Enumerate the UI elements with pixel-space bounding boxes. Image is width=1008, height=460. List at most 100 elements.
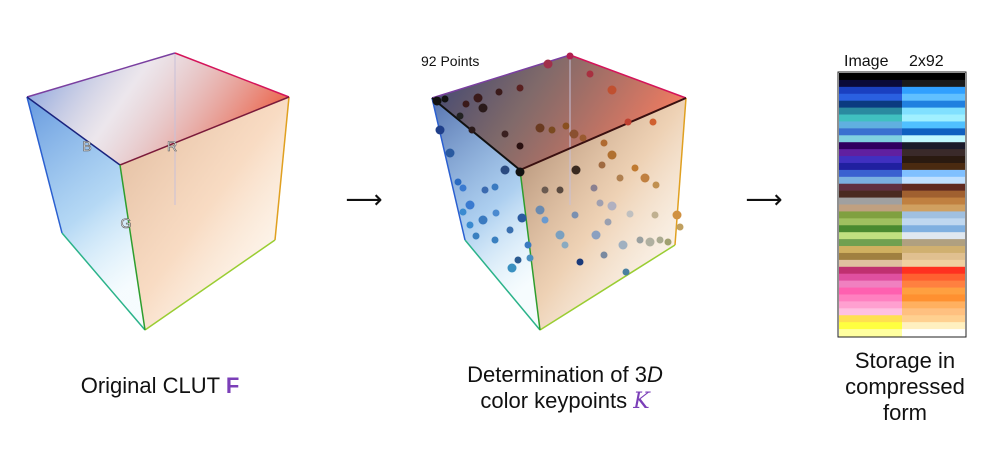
strip-row-right bbox=[902, 294, 965, 302]
keypoint-dot bbox=[515, 167, 525, 177]
strip-row-left bbox=[839, 218, 902, 226]
strip-row-left bbox=[839, 135, 902, 143]
keypoint-dot bbox=[535, 123, 545, 133]
strip-row-right bbox=[902, 176, 965, 185]
keypoint-dot bbox=[441, 95, 449, 103]
strip-row-left bbox=[839, 280, 902, 289]
strip-row-right bbox=[902, 183, 965, 192]
cube1-edge bbox=[26, 52, 176, 98]
strip-row-right bbox=[902, 73, 965, 81]
caption-keypoints-line1: Determination of 3D bbox=[420, 362, 710, 388]
strip-row-right bbox=[902, 246, 965, 254]
strip-row-left bbox=[839, 204, 902, 213]
keypoint-dot bbox=[435, 125, 445, 135]
caption-symbol-f: F bbox=[225, 373, 240, 398]
keypoint-dot bbox=[607, 201, 617, 211]
caption-keypoints-line2: color keypoints K bbox=[420, 388, 710, 415]
strip-row-left bbox=[839, 252, 902, 261]
keypoint-dot bbox=[473, 93, 483, 103]
keypoint-dot bbox=[543, 59, 553, 69]
caption-keypoints-line2-text: color keypoints bbox=[480, 388, 634, 413]
cube2-axis-b bbox=[431, 97, 521, 171]
keypoint-dot bbox=[456, 112, 464, 120]
keypoint-dot bbox=[462, 100, 470, 108]
strip-row-right bbox=[902, 322, 965, 330]
cube2-edge bbox=[539, 244, 676, 331]
cube1-edge bbox=[26, 96, 63, 234]
strip-row-left bbox=[839, 162, 902, 171]
strip-row-left bbox=[839, 287, 902, 296]
keypoint-dot bbox=[651, 211, 659, 219]
keypoint-dot bbox=[535, 205, 545, 215]
keypoint-dot bbox=[569, 129, 579, 139]
strip-row-left bbox=[839, 100, 902, 109]
keypoint-dot bbox=[514, 256, 522, 264]
strip-row-left bbox=[839, 190, 902, 199]
caption-original-clut-text: Original CLUT bbox=[80, 373, 226, 398]
strip-row-right bbox=[902, 273, 965, 282]
keypoint-dot bbox=[586, 70, 594, 78]
strip-row-right bbox=[902, 142, 965, 150]
strip-row-right bbox=[902, 211, 965, 219]
arrow-right-2: ⟶ bbox=[745, 184, 783, 214]
keypoint-dot bbox=[607, 85, 617, 95]
keypoint-dot bbox=[626, 210, 634, 218]
caption-symbol-k: K bbox=[633, 389, 650, 414]
keypoint-dot bbox=[478, 215, 488, 225]
clut-cube-keypoints: 92 Points bbox=[421, 52, 687, 331]
keypoint-dot bbox=[618, 240, 628, 250]
keypoint-dot bbox=[649, 118, 657, 126]
keypoint-dot bbox=[664, 238, 672, 246]
keypoint-dot bbox=[501, 130, 509, 138]
strip-row-right bbox=[902, 149, 965, 157]
keypoint-dot bbox=[526, 254, 534, 262]
strip-row-left bbox=[839, 232, 902, 240]
keypoint-dot bbox=[591, 230, 601, 240]
keypoint-dot bbox=[590, 184, 598, 192]
keypoint-dot bbox=[541, 186, 549, 194]
strip-title-size: 2x92 bbox=[909, 53, 944, 70]
cube1-axis-r bbox=[119, 96, 290, 166]
keypoint-dot bbox=[555, 230, 565, 240]
strip-row-right bbox=[902, 204, 965, 213]
keypoint-dot bbox=[571, 165, 581, 175]
keypoint-dot bbox=[607, 150, 617, 160]
strip-row-right bbox=[902, 79, 965, 88]
caption-keypoints: Determination of 3D color keypoints K bbox=[420, 362, 710, 415]
strip-row-left bbox=[839, 114, 902, 123]
keypoint-dot bbox=[516, 142, 524, 150]
cube2-axis-g bbox=[519, 169, 541, 331]
keypoint-dot bbox=[556, 186, 564, 194]
keypoint-dot bbox=[492, 209, 500, 217]
keypoint-dot bbox=[478, 103, 488, 113]
strip-row-left bbox=[839, 128, 902, 136]
keypoint-dot bbox=[579, 134, 587, 142]
strip-border bbox=[837, 71, 967, 338]
keypoint-dot bbox=[516, 84, 524, 92]
strip-row-left bbox=[839, 239, 902, 247]
cube2-edge bbox=[431, 97, 466, 241]
keypoint-dot bbox=[465, 200, 475, 210]
keypoint-dot bbox=[468, 126, 476, 134]
strip-row-left bbox=[839, 79, 902, 88]
keypoint-dot bbox=[517, 213, 527, 223]
keypoint-dot bbox=[507, 263, 517, 273]
strip-row-left bbox=[839, 315, 902, 323]
cube1-right-face bbox=[120, 97, 289, 330]
strip-row-right bbox=[902, 156, 965, 164]
strip-row-left bbox=[839, 273, 902, 282]
keypoint-dot bbox=[454, 178, 462, 186]
keypoint-dot bbox=[466, 221, 474, 229]
axis-label-b: B bbox=[82, 138, 91, 154]
strip-row-left bbox=[839, 308, 902, 316]
strip-row-right bbox=[902, 86, 965, 95]
strip-row-left bbox=[839, 259, 902, 268]
strip-row-left bbox=[839, 107, 902, 116]
cube1-top-face bbox=[27, 53, 289, 165]
strip-row-right bbox=[902, 107, 965, 116]
strip-row-left bbox=[839, 211, 902, 219]
axis-label-g: G bbox=[121, 215, 132, 231]
keypoint-dot bbox=[459, 184, 467, 192]
strip-row-right bbox=[902, 162, 965, 171]
points-count-label: 92 Points bbox=[421, 53, 479, 69]
